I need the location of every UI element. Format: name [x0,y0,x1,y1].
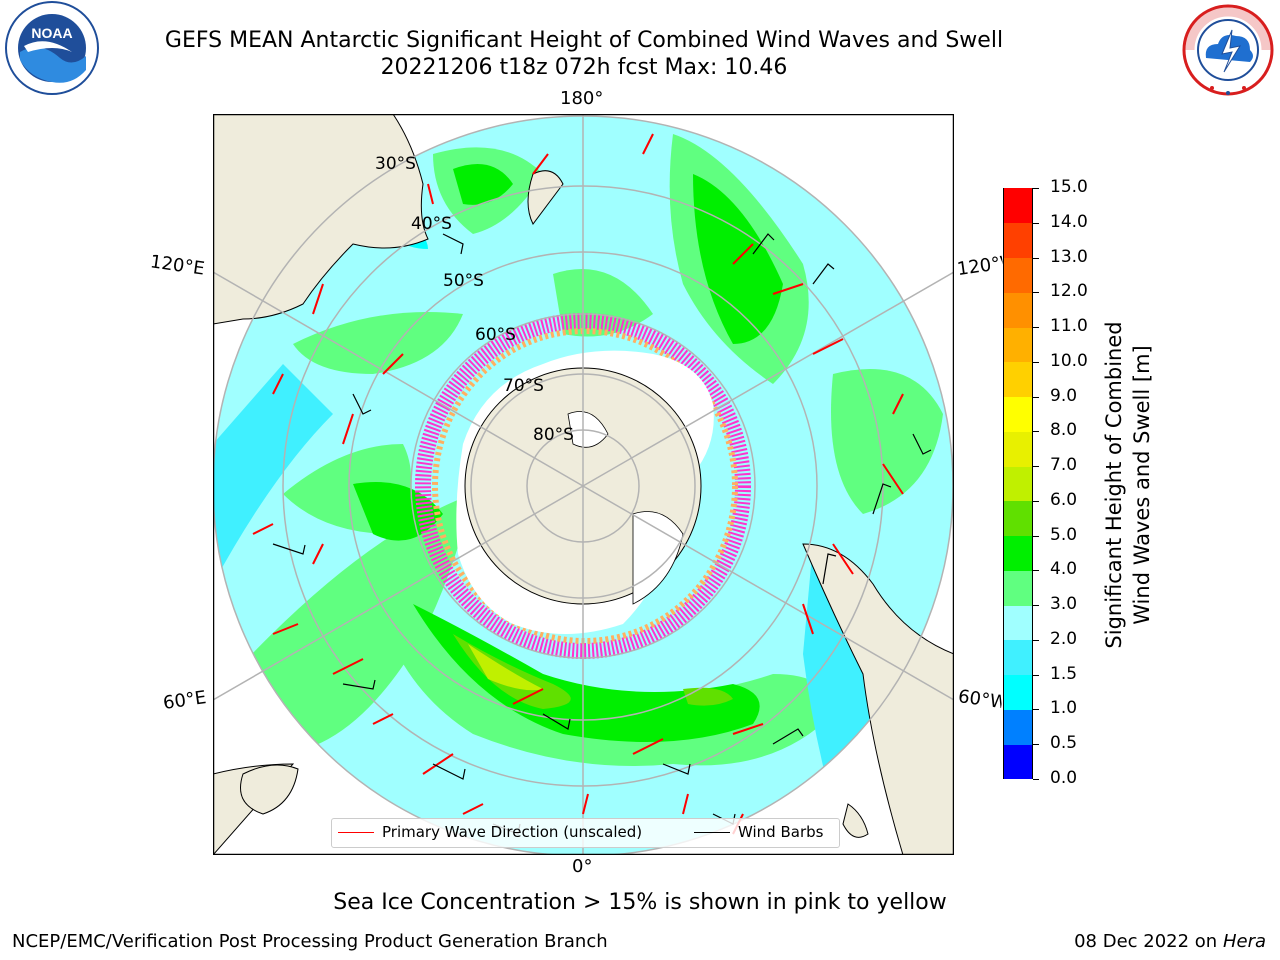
colorbar-tick-label: 1.5 [1050,663,1078,684]
colorbar-segment [1004,361,1032,398]
footer-date-text: 08 Dec 2022 on [1074,931,1218,952]
map-subtitle: 20221206 t18z 072h fcst Max: 10.46 [380,55,788,80]
colorbar-segment [1004,396,1032,432]
wave-area [353,482,443,541]
wave-area [233,494,473,754]
colorbar-tick-label: 1.0 [1050,698,1078,719]
wave-area [293,312,463,374]
lon-label-120e: 120°E [148,251,206,280]
legend-item-wind-barbs: Wind Barbs [694,823,823,841]
colorbar-tick-label: 0.5 [1050,733,1078,754]
lat-label-70s: 70°S [503,376,544,396]
lat-label-80s: 80°S [533,425,574,445]
nws-logo-graphic [1182,4,1274,96]
colorbar-ticks: 0.0 0.5 1.0 1.5 2.0 3.0 4.0 5.0 6.0 7.0 8.0 9.0 10.0… [1033,177,1113,788]
map-legend: Primary Wave Direction (unscaled) Wind B… [331,818,840,848]
colorbar-segment [1004,431,1032,467]
primary-wave-arrows [252,133,904,835]
colorbar-tick-label: 4.0 [1050,559,1078,580]
colorbar-tick-label: 13.0 [1050,246,1088,267]
lon-label-120w: 120°W [955,252,1005,281]
lat-label-40s: 40°S [411,214,452,234]
colorbar-segment [1004,709,1032,745]
lat-label-50s: 50°S [443,271,484,291]
footer-host: Hera [1222,931,1266,952]
legend-primary-wave-label: Primary Wave Direction (unscaled) [382,823,643,841]
sea-ice-note: Sea Ice Concentration > 15% is shown in … [333,890,947,915]
colorbar-segment [1004,188,1032,224]
colorbar-segment [1004,639,1032,676]
colorbar-tick-label: 8.0 [1050,420,1078,441]
legend-primary-wave-swatch [338,832,374,833]
wave-area [468,644,543,691]
colorbar-tick-label: 2.0 [1050,628,1078,649]
colorbar-segment [1004,744,1032,780]
australia-landmass [213,114,429,325]
noaa-logo-text: NOAA [31,25,72,41]
wave-area [683,687,733,706]
legend-item-primary-wave: Primary Wave Direction (unscaled) [338,823,642,841]
colorbar-segment [1004,570,1032,606]
colorbar-tick-label: 11.0 [1050,316,1088,337]
map-panel: 30°S 40°S 50°S 60°S 70°S 80°S [213,114,954,855]
wind-barbs [272,233,932,835]
colorbar-segment [1004,674,1032,710]
colorbar-segment [1004,327,1032,363]
noaa-logo-graphic: NOAA [5,1,99,95]
footer-date: 08 Dec 2022 on Hera [1074,931,1266,952]
madagascar-island [240,764,299,815]
wave-area [831,369,943,514]
colorbar-segment [1004,500,1032,537]
polar-map: 30°S 40°S 50°S 60°S 70°S 80°S [213,114,954,855]
wave-area [413,604,760,742]
colorbar-tick-label: 15.0 [1050,177,1088,197]
lat-label-30s: 30°S [375,154,416,174]
colorbar-segment [1004,292,1032,328]
colorbar-tick-label: 7.0 [1050,455,1078,476]
lon-label-60w: 60°W [956,686,1004,713]
colorbar-tick-label: 12.0 [1050,281,1088,302]
colorbar-segment [1004,605,1032,641]
colorbar-label-line1: Significant Height of Combined [1102,321,1126,649]
colorbar-tick-label: 10.0 [1050,350,1088,371]
map-title: GEFS MEAN Antarctic Significant Height o… [164,28,1004,53]
legend-wind-barbs-swatch [694,832,730,833]
wave-area [453,164,513,205]
colorbar-segment [1004,257,1032,293]
colorbar-tick-label: 0.0 [1050,768,1078,788]
noaa-logo: NOAA [0,0,104,104]
new-zealand-island [527,170,564,225]
colorbar-segment [1004,222,1032,258]
lon-label-180: 180° [560,88,604,109]
lat-label-60s: 60°S [475,325,516,345]
colorbar-segment [1004,535,1032,571]
colorbar-tick-label: 9.0 [1050,385,1078,406]
sea-ice-edge [432,328,738,644]
colorbar-tick-label: 3.0 [1050,594,1078,615]
falkland-islands [842,803,869,838]
lon-label-0: 0° [572,856,593,877]
colorbar-tick-label: 14.0 [1050,211,1088,232]
colorbar-tick-label: 6.0 [1050,489,1078,510]
colorbar-segment [1004,466,1032,502]
legend-wind-barbs-label: Wind Barbs [738,823,824,841]
footer-credit: NCEP/EMC/Verification Post Processing Pr… [12,931,608,952]
colorbar-label-line2: Wind Waves and Swell [m] [1130,345,1154,625]
lon-label-60e: 60°E [161,687,208,714]
colorbar [1003,188,1033,780]
nws-logo [1176,0,1280,104]
colorbar-tick-label: 5.0 [1050,524,1078,545]
